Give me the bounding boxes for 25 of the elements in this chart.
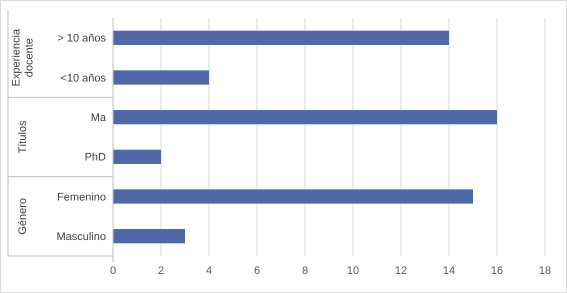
y-tick-label: Masculino bbox=[56, 231, 106, 244]
x-tick-label: 10 bbox=[346, 265, 360, 277]
x-tick-label: 12 bbox=[394, 265, 408, 277]
bar bbox=[113, 229, 185, 244]
y-tick-label: Ma bbox=[90, 112, 107, 124]
bar bbox=[113, 150, 161, 164]
x-tick-label: 6 bbox=[254, 265, 260, 277]
x-tick-label: 0 bbox=[110, 265, 116, 277]
x-tick-label: 18 bbox=[538, 265, 552, 277]
bar bbox=[113, 189, 473, 204]
x-tick-label: 8 bbox=[302, 265, 308, 277]
y-tick-label: > 10 años bbox=[57, 32, 106, 45]
x-tick-label: 2 bbox=[158, 265, 164, 277]
y-tick-label: <10 años bbox=[60, 72, 106, 84]
x-tick-label: 4 bbox=[206, 265, 212, 277]
y-tick-label: Femenino bbox=[57, 191, 106, 204]
x-tick-label: 14 bbox=[442, 265, 456, 277]
text: Títulos bbox=[16, 120, 29, 154]
text: Género bbox=[16, 198, 29, 235]
bar bbox=[113, 30, 449, 45]
text: Experiencia docente bbox=[10, 28, 36, 86]
y-tick-label: PhD bbox=[84, 152, 106, 164]
x-tick-label: 16 bbox=[490, 265, 504, 277]
bar bbox=[113, 70, 209, 85]
bar bbox=[113, 110, 497, 124]
